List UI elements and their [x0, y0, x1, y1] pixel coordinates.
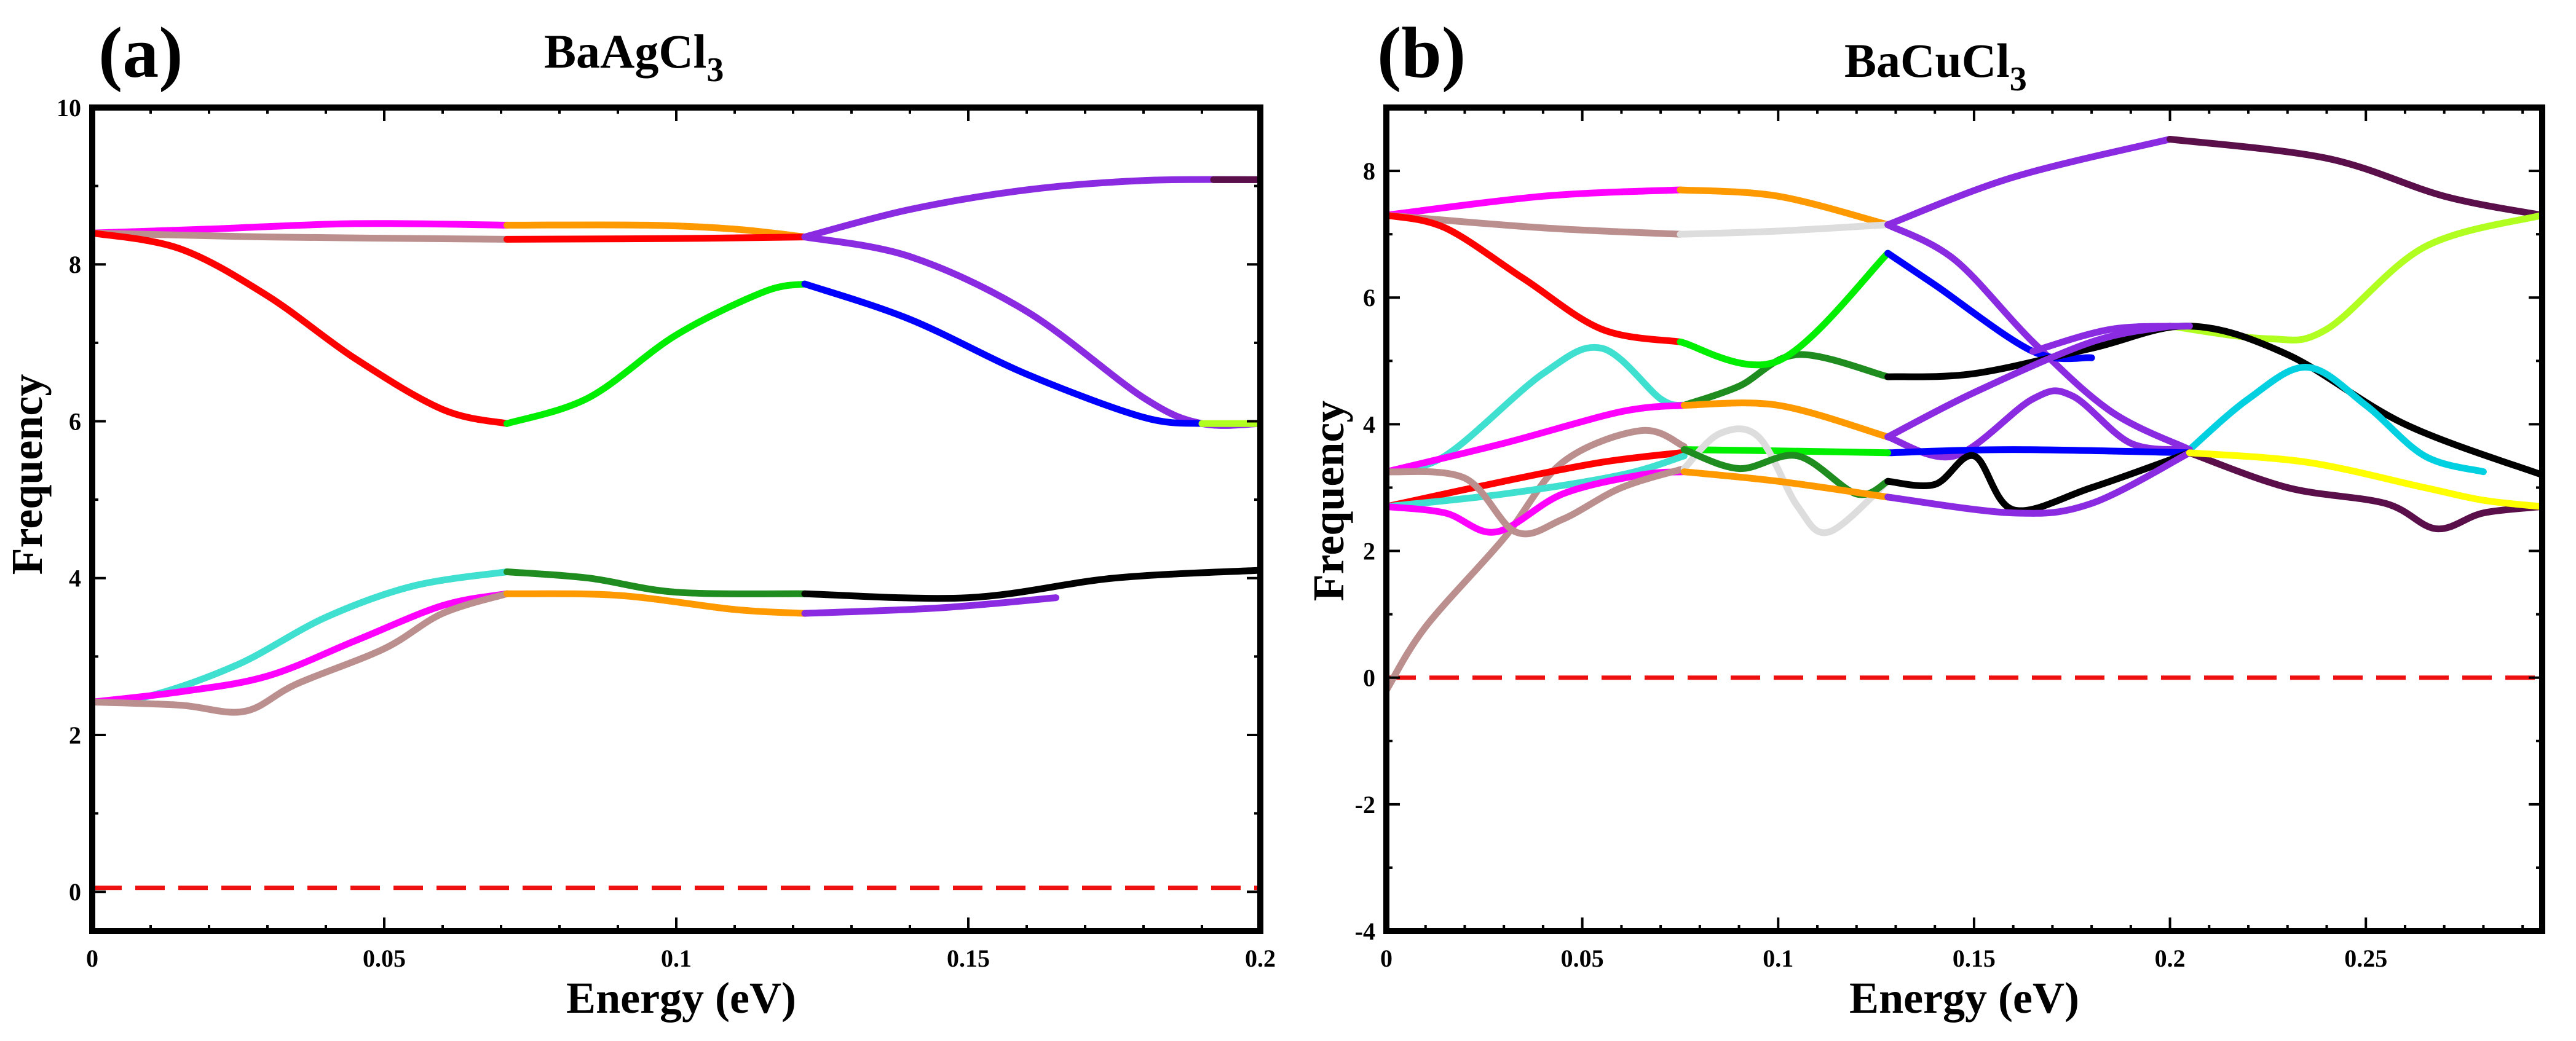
series-line-b-11: [1677, 249, 1892, 369]
plot-frame-b: [1383, 104, 2545, 934]
series-line-a-4: [504, 234, 808, 243]
series-line-b-33: [2186, 449, 2542, 510]
series-line-b-6: [2167, 136, 2542, 219]
x-tick-label: 0.25: [2344, 945, 2387, 972]
series-line-b-30: [1884, 449, 2193, 514]
plot-frame-a: [89, 104, 1263, 934]
y-tick-label: 0: [1363, 664, 1375, 692]
series-line-b-8: [2167, 211, 2542, 344]
y-tick-label: 2: [1363, 538, 1375, 565]
y-axis-label-b: Frequency: [1304, 401, 1353, 602]
series-line-b-32: [2186, 449, 2542, 533]
series-line-b-10: [1680, 351, 1892, 409]
series-line-a-15: [504, 590, 808, 617]
series-line-a-6: [801, 176, 1260, 241]
y-tick-label: 6: [1363, 284, 1375, 312]
x-axis-label-b: Energy (eV): [1849, 973, 2079, 1023]
series-line-a-13: [92, 590, 510, 716]
x-tick-label: 0.1: [1763, 945, 1793, 972]
x-tick-label: 0.05: [1561, 945, 1604, 972]
series-line-b-27: [1680, 425, 1892, 536]
series-line-b-3: [1677, 186, 1892, 229]
series-line-b-5: [1884, 136, 2174, 229]
x-axis-label-a: Energy (eV): [566, 973, 796, 1023]
series-line-b-18: [1884, 387, 2193, 461]
chart-title-b: BaCuCl3: [1844, 34, 2027, 98]
y-tick-label: -4: [1355, 917, 1375, 945]
series-line-b-31: [1884, 449, 2193, 517]
y-tick-label: 8: [1363, 157, 1375, 185]
y-tick-label: -2: [1355, 791, 1375, 819]
series-line-b-24: [1386, 452, 1688, 510]
series-line-b-21: [1884, 446, 2193, 457]
series-line-b-13: [1884, 323, 2542, 479]
y-tick-label: 4: [1363, 411, 1375, 438]
series-line-b-16: [1386, 402, 1688, 476]
chart-panel-b: (b) BaCuCl3 0 0.05 0.1 0.15 0.2 0.25 -4 -2 0 2 4 6 8…: [1304, 12, 2545, 1023]
y-tick-label: 4: [69, 565, 81, 592]
series-line-a-12: [92, 590, 510, 705]
series-line-a-7: [801, 234, 1260, 429]
y-tick-label: 2: [69, 721, 81, 749]
y-tick-label: 8: [69, 251, 81, 278]
series-line-a-1: [92, 229, 510, 243]
series-line-b-20: [1386, 426, 1688, 694]
x-tick-label: 0: [86, 945, 98, 972]
x-tick-label: 0.1: [661, 945, 692, 972]
series-line-b-29: [1680, 468, 1892, 501]
series-line-a-16: [801, 567, 1260, 602]
series-line-a-8: [801, 280, 1206, 427]
x-tick-label: 0.2: [1245, 945, 1276, 972]
x-tick-label: 0: [1380, 945, 1393, 972]
y-axis-label-a: Frequency: [2, 374, 52, 575]
plot-area-a: 0 0.05 0.1 0.15 0.2 0 2 4 6 8 10: [57, 94, 1276, 972]
series-line-a-3: [504, 221, 808, 241]
panel-label-a: (a): [98, 12, 183, 93]
series-line-a-5: [504, 280, 808, 427]
series-line-b-7: [1884, 221, 2193, 454]
chart-title-a: BaAgCl3: [544, 25, 724, 89]
series-line-b-23: [1386, 449, 1684, 510]
series-line-a-2: [92, 229, 510, 427]
x-tick-label: 0.2: [2155, 945, 2186, 972]
chart-panel-a: (a) BaAgCl3 0 0.05 0.1 0.15 0.2 0 2 4 6 8 10 Energ…: [2, 12, 1276, 1023]
series-line-b-4: [1677, 221, 1892, 238]
series-group-b: [1386, 136, 2542, 694]
series-line-b-2: [1386, 211, 1684, 345]
series-line-b-19: [1884, 323, 2174, 441]
series-line-b-12: [1884, 249, 2095, 363]
x-tick-label: 0.15: [947, 945, 990, 972]
panel-label-b: (b): [1377, 12, 1466, 93]
series-line-b-26: [1386, 465, 1688, 538]
series-group-a: [92, 176, 1260, 890]
series-line-b-15: [2186, 364, 2487, 476]
x-tick-label: 0.05: [363, 945, 406, 972]
y-tick-label: 0: [69, 878, 81, 906]
plot-area-b: 0 0.05 0.1 0.15 0.2 0.25 -4 -2 0 2 4 6 8: [1355, 104, 2545, 972]
series-line-b-25: [1386, 468, 1688, 536]
series-line-b-22: [1680, 446, 1892, 457]
y-tick-label: 6: [69, 407, 81, 435]
series-line-a-14: [504, 568, 808, 597]
series-line-a-17: [801, 594, 1059, 617]
series-line-b-0: [1386, 186, 1684, 219]
x-tick-label: 0.15: [1953, 945, 1996, 972]
y-tick-label: 10: [57, 94, 81, 122]
series-line-b-17: [1680, 399, 1892, 441]
